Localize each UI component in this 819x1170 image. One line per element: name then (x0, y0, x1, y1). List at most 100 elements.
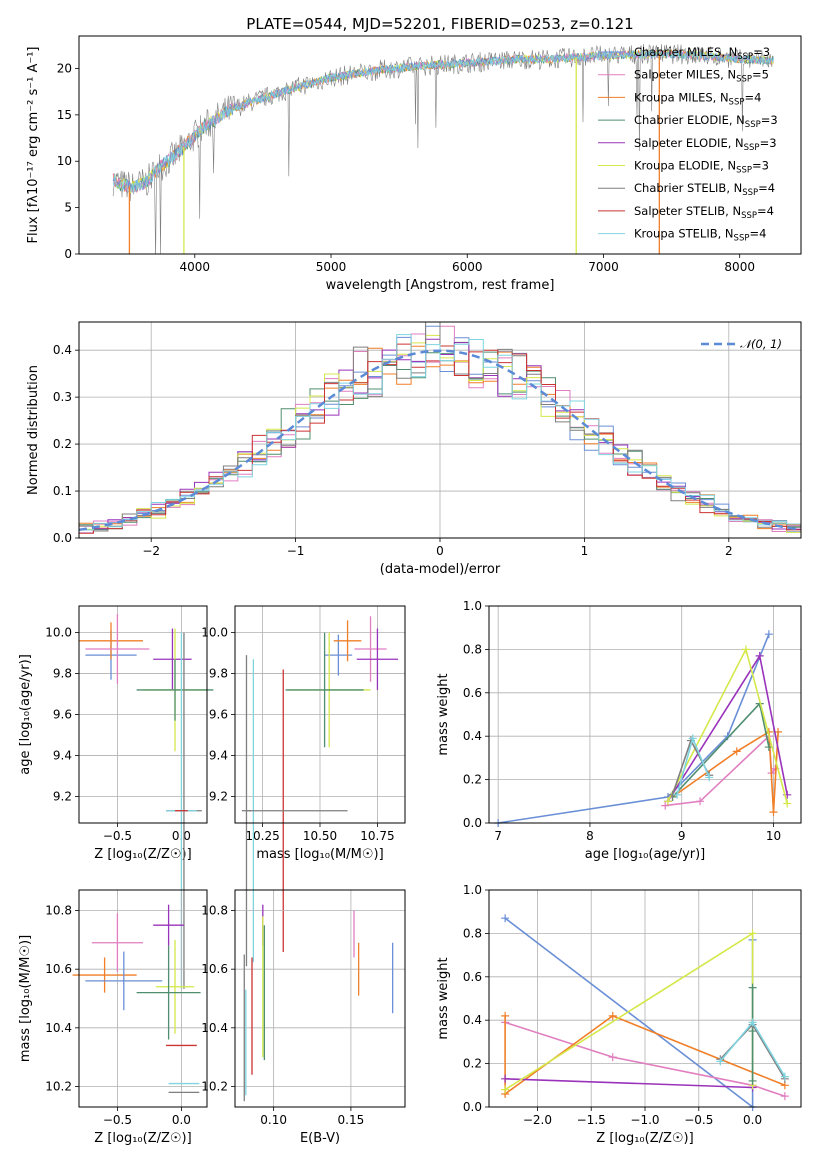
x-tick-label: 0.10 (260, 1113, 287, 1127)
weight-point-chabrier_miles (501, 914, 510, 923)
y-axis-label: mass weight (436, 673, 451, 755)
x-tick-label: −1.5 (577, 1113, 606, 1127)
legend-val: =3 (752, 159, 769, 173)
x-tick-label: 0.15 (338, 1113, 365, 1127)
x-tick-label: 0.0 (743, 1113, 762, 1127)
y-tick-label: 0.3 (53, 390, 72, 404)
x-tick-label: 0 (436, 544, 444, 558)
weight-point-kroupa_stelib (705, 773, 714, 782)
panel-mass_vs_Z: −0.5 0.0 10.2 10.4 10.6 10.8 Z [log₁₀(Z/Z☉)] ma… (18, 889, 208, 1146)
panel-residual_hist: −2 −1 0 1 2 0.0 0.1 0.2 0.3 0.4 (data-model)/error… (26, 321, 802, 577)
x-tick-label: 8 (586, 829, 594, 843)
legend-val: =4 (757, 204, 774, 218)
weight-point-salpeter_miles (696, 797, 705, 806)
weight-series-chabrier_miles (498, 633, 770, 824)
legend-base: Kroupa STELIB, N (634, 227, 734, 241)
weight-point-kroupa_elodie (501, 1085, 510, 1094)
weight-series-kroupa_miles (672, 730, 779, 813)
weight-point-kroupa_stelib (716, 1057, 725, 1066)
y-tick-label: 0.2 (463, 1057, 482, 1071)
y-tick-label: 10.6 (45, 962, 72, 976)
y-tick-label: 10.8 (201, 904, 228, 918)
legend-sub: SSP (737, 52, 753, 62)
legend-val: =4 (758, 181, 775, 195)
gaussian-curve (78, 349, 802, 532)
y-tick-label: 0.0 (53, 531, 72, 545)
x-tick-label: 5000 (316, 260, 347, 274)
axes-frame (78, 889, 208, 1108)
legend-entry: Kroupa MILES, NSSP=4 (634, 90, 761, 107)
y-tick-label: 0.2 (53, 437, 72, 451)
panel-age_vs_mass: 10.25 10.50 10.75 9.2 9.4 9.6 9.8 10.0 mass [log… (201, 605, 406, 967)
y-tick-label: 9.8 (53, 667, 72, 681)
weight-point-salpeter_miles (608, 1053, 617, 1062)
y-axis-label: age [log₁₀(age/yr)] (18, 654, 33, 775)
x-tick-label: 7000 (588, 260, 619, 274)
legend-val: =4 (744, 90, 761, 104)
legend-entry: Chabrier MILES, NSSP=3 (634, 45, 770, 62)
weight-point-kroupa_stelib (688, 734, 697, 743)
x-tick-label: 4000 (180, 260, 211, 274)
weight-point-kroupa_elodie (741, 645, 750, 654)
weight-point-chabrier_elodie (748, 983, 757, 992)
axes-frame (78, 35, 802, 255)
y-tick-label: 0.4 (53, 343, 72, 357)
spectrum-series-kroupa_stelib (112, 49, 774, 194)
weight-point-kroupa_miles (501, 1011, 510, 1020)
y-tick-label: 10.4 (201, 1021, 228, 1035)
y-axis-label: Flux [fλ10⁻¹⁷ erg cm⁻² s⁻¹ A⁻¹] (26, 47, 41, 244)
axes-frame (488, 605, 802, 824)
x-axis-label: (data-model)/error (380, 562, 501, 577)
weight-series-salpeter_elodie (505, 1078, 753, 1089)
panel-weight_vs_age: 7 8 9 10 0.0 0.2 0.4 0.6 0.8 1.0 age [log₁₀(age/yr… (436, 599, 802, 862)
y-tick-label: 1.0 (463, 599, 482, 613)
x-tick-label: −0.5 (103, 1113, 132, 1127)
y-tick-label: 9.4 (53, 748, 72, 762)
y-tick-label: 10.0 (45, 626, 72, 640)
weight-point-salpeter_miles (780, 1092, 789, 1101)
x-tick-label: −0.5 (103, 829, 132, 843)
figure-title: PLATE=0544, MJD=52201, FIBERID=0253, z=0… (246, 15, 633, 33)
panel-weight_vs_Z: −2.0 −1.5 −1.0 −0.5 0.0 0.0 0.2 0.4 0.6 0.8 1.0 Z [… (436, 883, 802, 1146)
y-tick-label: 0.8 (463, 642, 482, 656)
legend-sub: SSP (745, 120, 761, 130)
weight-series-salpeter_miles (504, 1021, 786, 1097)
y-tick-label: 0.1 (53, 484, 72, 498)
panel-spectrum: 4000 5000 6000 7000 8000 0 5 10 15 20 wavelength [… (26, 35, 802, 293)
y-tick-label: 0.4 (463, 729, 482, 743)
legend-entry: Salpeter ELODIE, NSSP=3 (634, 136, 777, 153)
weight-point-kroupa_elodie (748, 929, 757, 938)
legend-sub: SSP (736, 166, 752, 176)
legend-base: Chabrier ELODIE, N (634, 113, 745, 127)
legend-val: =3 (761, 113, 778, 127)
weight-point-salpeter_elodie (501, 1074, 510, 1083)
y-tick-label: 9.8 (209, 667, 228, 681)
y-tick-label: 0.4 (463, 1013, 482, 1027)
weight-point-chabrier_elodie (748, 1076, 757, 1085)
legend-base: Salpeter STELIB, N (634, 204, 741, 218)
weight-point-salpeter_miles (661, 801, 670, 810)
x-axis-label: Z [log₁₀(Z/Z☉)] (596, 1131, 693, 1146)
axes-frame (78, 605, 208, 824)
y-tick-label: 0.6 (463, 970, 482, 984)
legend-base: Chabrier STELIB, N (634, 181, 742, 195)
axes-frame (234, 605, 406, 824)
y-tick-label: 10.4 (45, 1021, 72, 1035)
x-tick-label: 6000 (452, 260, 483, 274)
x-tick-label: 8000 (724, 260, 755, 274)
weight-series-chabrier_miles (504, 917, 754, 1109)
legend-base: Kroupa ELODIE, N (634, 159, 736, 173)
y-tick-label: 0 (64, 247, 72, 261)
weight-point-kroupa_stelib (748, 1018, 757, 1027)
legend-sub: SSP (744, 143, 760, 153)
x-axis-label: Z [log₁₀(Z/Z☉)] (94, 847, 191, 862)
legend-val: =3 (753, 45, 770, 59)
legend-entry: Kroupa STELIB, NSSP=4 (634, 227, 766, 244)
x-axis-label: age [log₁₀(age/yr)] (585, 847, 706, 862)
x-tick-label: 10.75 (360, 829, 394, 843)
legend-val: =5 (752, 68, 769, 82)
weight-point-kroupa_miles (769, 808, 778, 817)
x-tick-label: 1 (581, 544, 589, 558)
